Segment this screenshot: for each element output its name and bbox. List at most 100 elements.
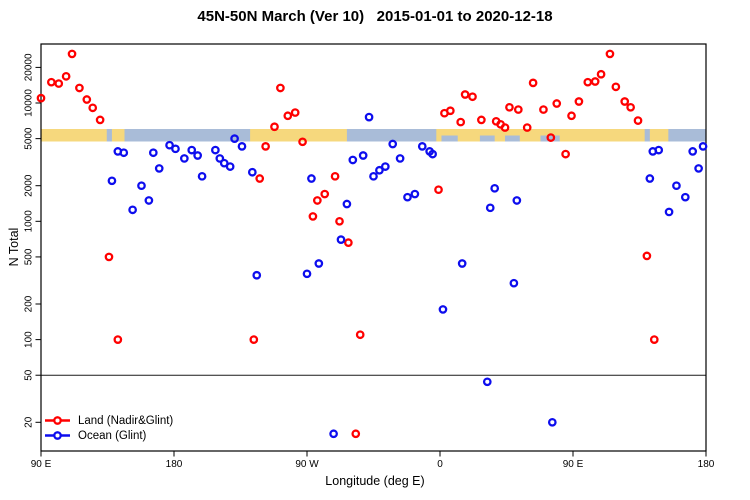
data-point-ocean	[485, 203, 495, 213]
data-point-ocean	[358, 151, 368, 160]
data-point-ocean	[107, 176, 117, 186]
data-point-ocean	[369, 171, 378, 181]
data-point-ocean	[388, 139, 398, 149]
y-tick-label: 2000	[24, 174, 35, 197]
data-point-land	[513, 105, 523, 114]
data-point-land	[36, 93, 46, 103]
data-point-ocean	[119, 148, 129, 158]
data-point-land	[460, 90, 470, 99]
data-point-land	[113, 335, 123, 344]
data-point-land	[54, 79, 64, 88]
data-point-ocean	[375, 165, 384, 175]
data-point-land	[620, 97, 630, 106]
data-point-land	[61, 72, 71, 81]
data-point-ocean	[342, 199, 352, 209]
data-point-ocean	[148, 148, 158, 158]
chart-title: 45N-50N March (Ver 10) 2015-01-01 to 202…	[197, 8, 553, 25]
strip-inland-water	[540, 135, 560, 142]
data-point-ocean	[698, 142, 708, 151]
data-point-ocean	[694, 164, 703, 173]
data-point-ocean	[179, 154, 189, 163]
data-point-land	[567, 111, 576, 121]
data-point-land	[477, 115, 486, 125]
data-point-ocean	[457, 259, 467, 268]
data-point-land	[445, 106, 455, 116]
legend-item-land: Land (Nadir&Glint)	[44, 413, 173, 428]
data-point-ocean	[211, 145, 220, 155]
data-point-ocean	[302, 269, 312, 279]
y-tick-label: 20	[24, 416, 35, 428]
data-point-ocean	[645, 174, 655, 183]
data-point-ocean	[438, 305, 448, 314]
data-point-ocean	[252, 270, 262, 280]
data-point-ocean	[664, 207, 674, 217]
y-tick-label: 10000	[24, 89, 35, 117]
data-point-ocean	[154, 164, 164, 173]
ocean-marker-icon	[45, 431, 70, 440]
data-point-ocean	[395, 154, 405, 163]
data-point-ocean	[547, 417, 557, 427]
strip-land-segment	[649, 129, 669, 142]
y-tick-label: 5000	[24, 127, 35, 150]
data-point-ocean	[348, 155, 358, 165]
data-point-land	[276, 83, 285, 93]
data-point-land	[611, 82, 621, 92]
data-point-ocean	[137, 181, 146, 191]
data-point-land	[261, 142, 270, 151]
data-point-land	[330, 171, 340, 181]
data-point-ocean	[428, 149, 437, 159]
data-point-ocean	[225, 162, 235, 171]
strip-land-segment	[250, 129, 347, 142]
data-point-land	[46, 77, 56, 87]
data-point-land	[626, 102, 635, 112]
legend-item-ocean: Ocean (Glint)	[44, 428, 173, 443]
data-point-ocean	[410, 189, 420, 199]
data-point-land	[596, 69, 606, 79]
data-point-land	[649, 335, 659, 344]
data-point-land	[539, 105, 548, 114]
data-point-land	[75, 83, 84, 93]
x-tick-label: 180	[698, 459, 715, 470]
data-point-ocean	[672, 181, 681, 191]
strip-land-segment	[41, 129, 107, 142]
data-point-ocean	[329, 429, 338, 439]
data-point-ocean	[680, 192, 690, 202]
data-point-ocean	[417, 142, 427, 151]
data-point-land	[552, 99, 562, 108]
x-tick-label: 90 E	[31, 459, 52, 470]
data-point-land	[456, 117, 466, 127]
data-point-land	[351, 429, 361, 439]
data-point-ocean	[219, 158, 229, 168]
plot-border	[40, 43, 707, 452]
data-point-land	[522, 123, 532, 132]
data-point-ocean	[380, 162, 390, 171]
data-point-ocean	[512, 196, 522, 205]
data-point-ocean	[187, 145, 197, 155]
data-point-land	[500, 123, 510, 132]
data-point-land	[590, 77, 600, 86]
data-point-ocean	[403, 192, 412, 202]
y-tick-label: 1000	[24, 210, 35, 233]
data-point-ocean	[215, 154, 225, 163]
data-point-land	[605, 49, 615, 59]
land-marker-icon	[45, 416, 70, 425]
legend: Land (Nadir&Glint) Ocean (Glint)	[44, 413, 173, 443]
data-point-ocean	[171, 144, 180, 154]
data-point-land	[528, 78, 538, 88]
data-point-land	[583, 77, 593, 87]
y-tick-label: 200	[24, 295, 35, 312]
data-point-land	[67, 49, 77, 59]
data-point-land	[505, 102, 514, 112]
data-point-land	[283, 111, 293, 121]
x-tick-label: 90 E	[563, 459, 584, 470]
data-point-land	[344, 238, 353, 248]
strip-land-segment	[111, 129, 125, 142]
data-point-land	[574, 97, 584, 106]
data-point-land	[298, 137, 307, 147]
data-point-land	[633, 116, 643, 125]
data-point-land	[468, 92, 477, 102]
data-point-land	[104, 252, 114, 262]
data-point-ocean	[482, 377, 492, 387]
data-point-ocean	[128, 205, 137, 215]
